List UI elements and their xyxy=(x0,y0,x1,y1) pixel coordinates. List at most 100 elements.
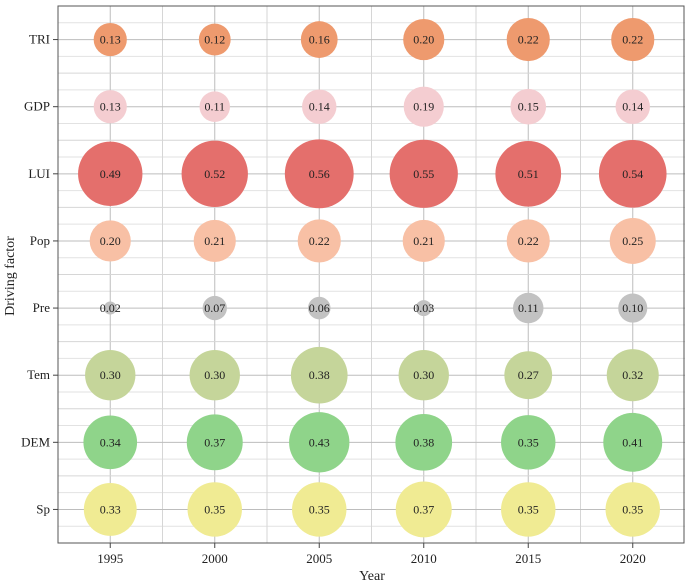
bubble-gdp-1995 xyxy=(93,90,127,124)
x-tick-labels: 1995 2000 2005 2010 2015 2020 xyxy=(97,551,646,566)
data-label: 0.30 xyxy=(413,368,434,382)
data-label: 0.22 xyxy=(309,234,330,248)
y-tick-label: Tem xyxy=(27,367,50,382)
bubble-tri-2020 xyxy=(611,17,655,62)
data-label: 0.22 xyxy=(518,234,539,248)
data-label: 0.10 xyxy=(622,301,643,315)
bubble-dem-2005 xyxy=(289,412,350,473)
data-labels: 0.13 0.12 0.16 0.20 0.22 0.22 0.13 0.11 0.14 0.19… xyxy=(100,33,644,517)
data-label: 0.11 xyxy=(204,100,225,114)
data-label: 0.38 xyxy=(309,368,330,382)
bubble-pop-2020 xyxy=(609,217,656,264)
data-label: 0.37 xyxy=(204,435,225,449)
data-label: 0.35 xyxy=(309,502,330,516)
bubble-lui-2015 xyxy=(495,140,562,207)
bubble-dem-2000 xyxy=(186,414,243,471)
bubble-lui-1995 xyxy=(78,141,143,207)
data-label: 0.56 xyxy=(309,167,330,181)
data-label: 0.13 xyxy=(100,100,121,114)
data-label: 0.20 xyxy=(413,33,434,47)
y-tick-label: Pre xyxy=(33,300,51,315)
data-label: 0.33 xyxy=(100,502,121,516)
y-axis-title: Driving factor xyxy=(3,236,18,316)
bubble-gdp-2020 xyxy=(615,89,650,124)
data-label: 0.06 xyxy=(309,301,330,315)
x-tick-label: 2005 xyxy=(306,551,332,566)
bubble-pre-2015 xyxy=(512,292,544,324)
bubble-pre-2000 xyxy=(202,295,227,321)
bubble-tem-2020 xyxy=(606,349,659,402)
y-tick-label: DEM xyxy=(21,434,50,449)
bubble-sp-2015 xyxy=(501,482,556,537)
bubble-pre-2020 xyxy=(618,293,648,323)
data-label: 0.02 xyxy=(100,301,121,315)
bubble-tem-2010 xyxy=(398,349,449,401)
bubble-tem-2000 xyxy=(189,349,240,401)
data-label: 0.38 xyxy=(413,435,434,449)
bubble-pop-2000 xyxy=(193,219,236,263)
data-label: 0.30 xyxy=(100,368,121,382)
data-label: 0.12 xyxy=(204,33,225,47)
bubble-pop-2015 xyxy=(506,219,550,263)
data-label: 0.35 xyxy=(518,435,539,449)
y-tick-label: Pop xyxy=(30,233,50,248)
x-tick-label: 2015 xyxy=(515,551,541,566)
data-label: 0.25 xyxy=(622,234,643,248)
y-tick-label: LUI xyxy=(28,166,50,181)
bubble-tem-1995 xyxy=(85,349,136,401)
bubble-sp-2020 xyxy=(605,482,660,537)
bubble-gdp-2015 xyxy=(510,88,547,125)
bubble-sp-2010 xyxy=(395,481,452,538)
bubble-pre-1995 xyxy=(103,301,117,315)
data-label: 0.32 xyxy=(622,368,643,382)
data-label: 0.37 xyxy=(413,502,434,516)
bubble-pop-1995 xyxy=(89,220,131,262)
data-label: 0.35 xyxy=(622,502,643,516)
x-tick-label: 2010 xyxy=(411,551,437,566)
bubble-lui-2010 xyxy=(389,139,458,208)
data-label: 0.16 xyxy=(309,33,330,47)
bubble-sp-2000 xyxy=(187,482,242,537)
data-label: 0.43 xyxy=(309,435,330,449)
bubble-sp-2005 xyxy=(292,482,347,537)
bubble-pop-2005 xyxy=(297,219,341,263)
data-label: 0.35 xyxy=(204,502,225,516)
bubble-pop-2010 xyxy=(402,219,445,263)
bubble-dem-2010 xyxy=(395,413,453,471)
data-label: 0.07 xyxy=(204,301,225,315)
data-label: 0.15 xyxy=(518,100,539,114)
data-label: 0.52 xyxy=(204,167,225,181)
y-tick-label: TRI xyxy=(29,32,50,47)
data-label: 0.41 xyxy=(622,435,643,449)
x-axis-title: Year xyxy=(359,569,385,584)
bubble-tri-1995 xyxy=(93,22,127,57)
data-label: 0.11 xyxy=(518,301,539,315)
data-label: 0.30 xyxy=(204,368,225,382)
bubble-lui-2020 xyxy=(598,140,667,208)
major-gridlines xyxy=(58,6,685,543)
bubble-tri-2005 xyxy=(300,21,338,58)
bubble-gdp-2005 xyxy=(302,89,337,124)
bubbles xyxy=(78,17,667,538)
data-label: 0.22 xyxy=(622,33,643,47)
data-label: 0.54 xyxy=(622,167,643,181)
bubble-tem-2015 xyxy=(504,351,553,400)
data-label: 0.35 xyxy=(518,502,539,516)
bubble-dem-1995 xyxy=(83,415,138,470)
data-label: 0.49 xyxy=(100,167,121,181)
y-tick-label: Sp xyxy=(36,501,50,516)
bubble-tem-2005 xyxy=(290,346,348,404)
data-label: 0.51 xyxy=(518,167,539,181)
bubble-dem-2020 xyxy=(603,412,663,472)
bubble-tri-2010 xyxy=(403,18,445,61)
x-tick-label: 1995 xyxy=(97,551,123,566)
bubble-gdp-2000 xyxy=(199,91,231,122)
bubble-lui-2005 xyxy=(284,139,354,209)
bubble-lui-2000 xyxy=(181,140,248,207)
data-label: 0.55 xyxy=(413,167,434,181)
bubble-tri-2000 xyxy=(198,23,231,56)
data-label: 0.21 xyxy=(413,234,434,248)
data-label: 0.03 xyxy=(413,301,434,315)
data-label: 0.20 xyxy=(100,234,121,248)
